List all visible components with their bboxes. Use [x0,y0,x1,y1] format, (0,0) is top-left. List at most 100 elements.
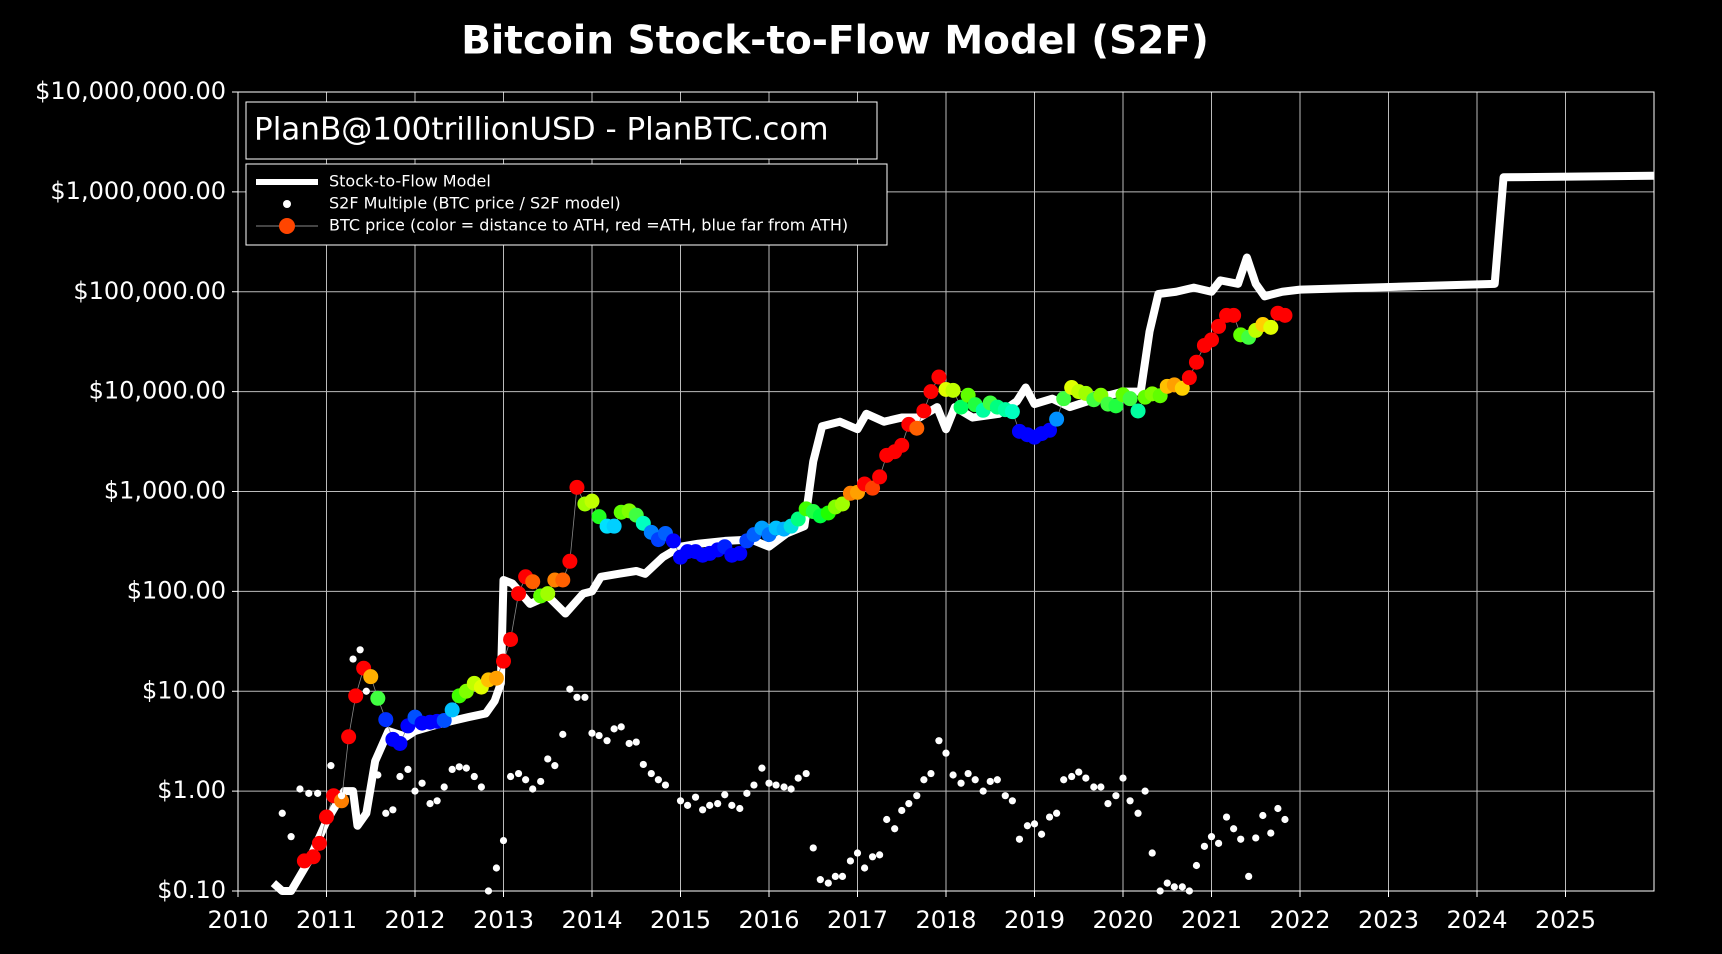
price-dot [872,469,888,485]
multiple-dot [1170,883,1178,891]
multiple-dot [743,789,751,797]
multiple-dot [868,853,877,861]
price-dot [1056,391,1072,407]
multiple-dot [296,785,304,793]
multiple-dot [676,797,685,805]
multiple-dot [1214,839,1223,847]
multiple-dot [278,809,286,817]
multiple-dot [595,731,603,740]
annotation: PlanB@100trillionUSD - PlanBTC.com [254,112,829,148]
price-dot [584,493,600,509]
multiple-dot [736,804,744,813]
price-dot [606,518,622,534]
plot [270,171,1655,895]
y-tick-label: $100,000.00 [73,277,226,305]
x-tick-label: 2012 [384,906,445,934]
multiple-dot [838,872,847,881]
multiple-dot [706,801,714,809]
multiple-dot [647,769,655,778]
price-dot [392,735,408,751]
price-dot [923,384,939,400]
legend-label: Stock-to-Flow Model [329,172,491,191]
y-tick-label: $0.10 [157,876,226,904]
multiple-dot [327,762,335,770]
multiple-dot [691,793,700,801]
multiple-dot [1163,879,1171,887]
x-tick-label: 2025 [1535,906,1596,934]
multiple-dot [1267,829,1275,837]
multiple-dot [986,777,994,786]
plot-frame [237,91,1655,892]
multiple-dot [957,779,965,787]
multiple-dot [1030,820,1039,828]
multiple-dot [920,776,928,784]
multiple-dot [993,776,1001,784]
multiple-dot [721,791,729,799]
multiple-dot [883,815,891,824]
price-dot [341,729,357,745]
multiple-dot [581,693,589,701]
multiple-dot [1200,842,1209,850]
price-dot [1263,319,1279,335]
multiple-dot [382,809,390,817]
multiple-dot [979,787,987,795]
multiple-dot [913,792,921,800]
price-dot [1049,411,1065,427]
multiple-dot [603,737,611,745]
multiple-dot [787,785,795,793]
price-dot [378,712,394,728]
price-dot [931,369,947,385]
x-tick-label: 2011 [296,906,357,934]
price-dot [525,574,541,590]
multiple-dot [349,655,357,663]
multiple-dot [1178,883,1186,891]
price-dot [1042,422,1058,438]
price-dot [1108,398,1124,414]
multiple-dot [1134,809,1142,817]
multiple-dot [927,769,935,778]
multiple-dot [1045,813,1054,821]
x-tick-label: 2021 [1181,906,1242,934]
price-dot [540,586,556,602]
multiple-dot [853,849,862,857]
y-tick-label: $100.00 [127,576,226,604]
legend-label: S2F Multiple (BTC price / S2F model) [329,194,621,213]
multiple-dot [470,772,478,781]
multiple-dot [639,760,647,769]
multiple-dot [617,723,625,731]
multiple-dot [794,774,802,782]
multiple-dot [314,789,322,797]
multiple-dot [544,755,552,763]
multiple-dot [1281,815,1289,824]
multiple-dot [898,806,906,815]
price-dot [790,511,806,527]
y-tick-label: $1,000,000.00 [50,177,226,205]
multiple-dot [1068,772,1076,781]
multiple-dot [816,876,824,884]
y-tick-label: $1,000.00 [104,477,226,505]
y-tick-label: $10.00 [142,676,226,704]
price-dot [953,399,969,415]
multiple-dot [750,781,758,789]
multiple-dot [860,864,869,872]
multiple-dot [1037,830,1046,838]
multiple-dot [1097,783,1105,791]
multiple-dot [573,693,581,701]
price-dot [834,496,850,512]
multiple-dot [846,857,855,865]
multiple-dot [1222,813,1231,821]
multiple-dot [964,769,972,778]
multiple-dot [758,764,766,772]
y-tick-label: $10,000,000.00 [35,77,226,105]
legend: Stock-to-Flow Model S2F Multiple (BTC pri… [245,163,888,246]
multiple-dot [1148,849,1156,857]
multiple-dot [455,763,463,771]
multiple-dot [765,779,773,787]
price-dot [894,437,910,453]
multiple-dot [389,806,397,814]
price-dot [1211,318,1227,334]
multiple-dot [1259,811,1267,820]
price-dot [1226,307,1242,323]
price-dot [496,653,511,669]
